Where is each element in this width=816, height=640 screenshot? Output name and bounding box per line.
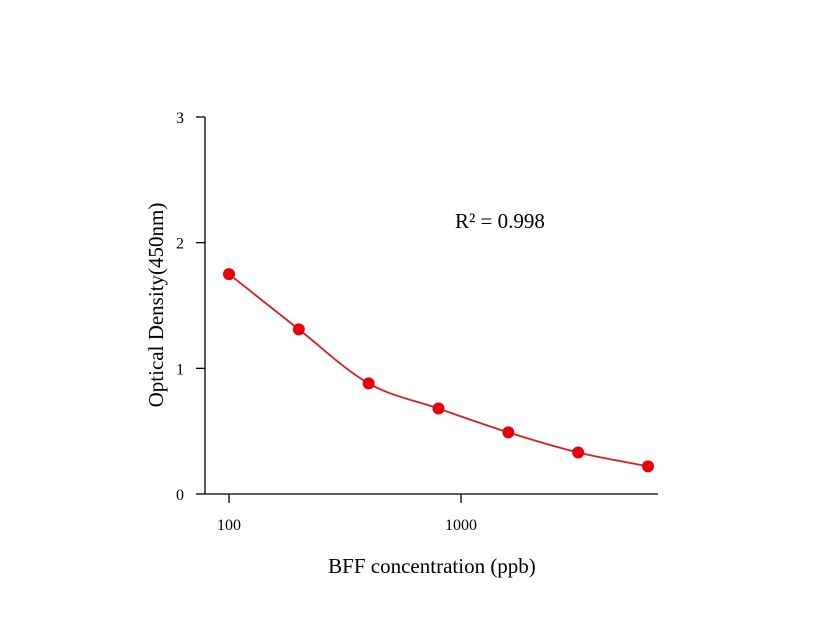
y-tick-label: 1 (176, 361, 184, 378)
plot-area (223, 268, 655, 473)
y-tick-label: 0 (176, 487, 184, 504)
data-point (362, 377, 375, 390)
data-point (502, 426, 515, 439)
data-points (223, 268, 655, 473)
data-point (572, 446, 585, 459)
y-axis-title: Optical Density(450nm) (144, 203, 168, 408)
y-tick-label: 3 (176, 110, 184, 127)
x-tick-label: 1000 (445, 517, 477, 534)
fit-curve (228, 273, 649, 468)
data-point (292, 323, 305, 336)
axes: 0 1 2 3 100 1000 (176, 110, 658, 534)
y-tick-label: 2 (176, 236, 184, 253)
y-ticks: 0 1 2 3 (176, 110, 205, 504)
data-point (432, 402, 445, 415)
x-tick-label: 100 (217, 517, 241, 534)
data-point (223, 268, 235, 281)
data-point (642, 460, 655, 473)
x-axis-title: BFF concentration (ppb) (328, 554, 536, 578)
r-squared-annotation: R² = 0.998 (455, 209, 545, 233)
x-ticks: 100 1000 (217, 494, 477, 534)
